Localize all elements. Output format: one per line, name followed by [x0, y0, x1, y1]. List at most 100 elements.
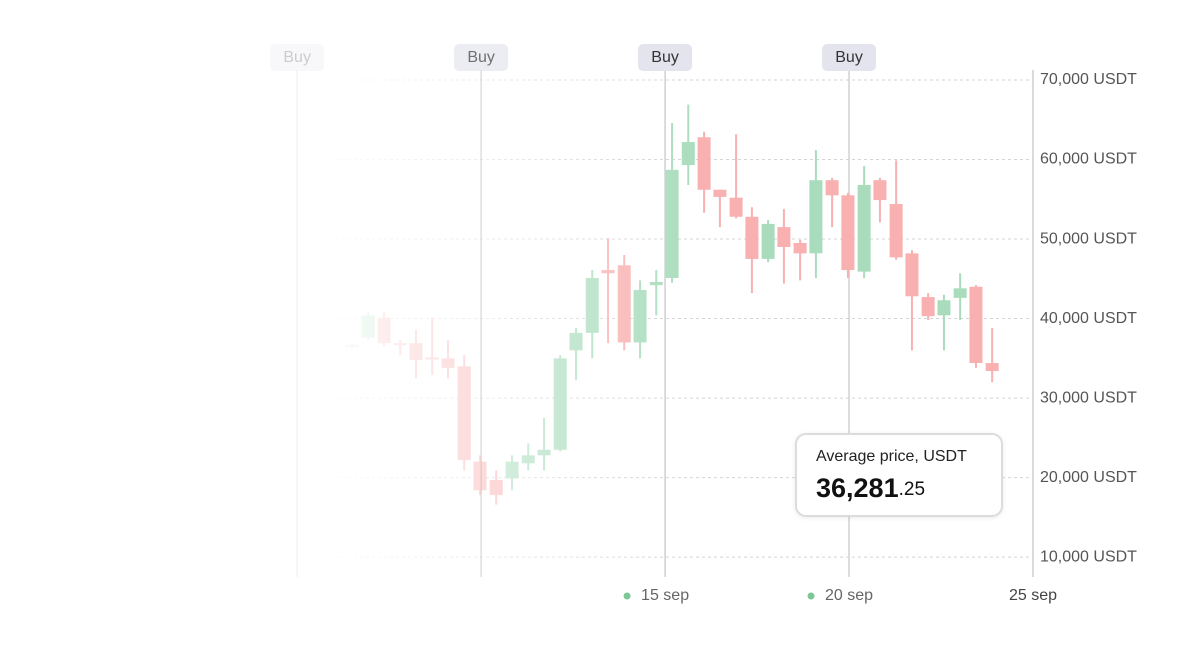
buy-dot: [623, 592, 631, 600]
candle: [937, 294, 951, 351]
candle: [649, 270, 663, 316]
candle-body: [409, 343, 423, 360]
average-price-card: Average price, USDT 36,281.25: [795, 433, 1003, 517]
candle-body: [537, 449, 551, 456]
candle: [393, 340, 407, 356]
x-tick: 25 sep: [1009, 587, 1057, 604]
buy-marker: Buy: [270, 44, 325, 71]
buy-badge: [454, 44, 509, 71]
y-tick-label: 50,000 USDT: [1040, 230, 1137, 247]
candle: [841, 192, 855, 279]
x-tick-label: 25 sep: [1009, 587, 1057, 604]
candle-body: [681, 142, 695, 166]
candle: [809, 149, 823, 279]
value-integer: 36,281: [816, 473, 899, 503]
candle: [761, 219, 775, 263]
candle-body: [937, 300, 951, 316]
candle-body: [889, 204, 903, 258]
y-tick-label: 60,000 USDT: [1040, 151, 1137, 168]
candle-body: [873, 180, 887, 201]
candle-body: [905, 253, 919, 297]
candle: [361, 312, 375, 341]
y-tick-label: 40,000 USDT: [1040, 310, 1137, 327]
candle-body: [825, 180, 839, 196]
candle: [777, 208, 791, 284]
candle-body: [745, 216, 759, 259]
candle: [409, 329, 423, 379]
candle-body: [361, 315, 375, 338]
candle-body: [921, 297, 935, 317]
buy-label: Buy: [467, 49, 495, 66]
candle: [425, 317, 439, 376]
buy-label: Buy: [283, 49, 311, 66]
card-label: Average price, USDT: [816, 448, 967, 465]
candle: [553, 355, 567, 452]
buy-marker: Buy: [638, 44, 693, 71]
candle-body: [505, 461, 519, 479]
candle: [601, 238, 615, 344]
candle: [585, 270, 599, 359]
buy-dot: [807, 592, 815, 600]
candle: [665, 122, 679, 283]
candle-body: [585, 278, 599, 333]
candle: [985, 328, 999, 383]
candle: [569, 328, 583, 380]
candle-body: [793, 243, 807, 254]
candle-body: [425, 357, 439, 360]
candle: [969, 285, 983, 368]
buy-badge: [638, 44, 693, 71]
candle-body: [377, 317, 391, 344]
candle: [633, 280, 647, 359]
y-tick-label: 70,000 USDT: [1040, 71, 1137, 88]
candle: [889, 160, 903, 260]
candle: [825, 177, 839, 228]
candle: [457, 355, 471, 471]
candle: [505, 455, 519, 491]
candle-body: [969, 286, 983, 364]
candle: [473, 455, 487, 496]
buy-marker: Buy: [822, 44, 877, 71]
candle: [617, 254, 631, 351]
candle: [793, 239, 807, 281]
candle-body: [665, 169, 679, 279]
candle-body: [601, 270, 615, 274]
candle-body: [345, 344, 359, 347]
candle: [857, 165, 871, 279]
candle-body: [553, 358, 567, 450]
candle-body: [393, 343, 407, 346]
x-tick: 15 sep: [623, 587, 689, 604]
candle: [745, 207, 759, 294]
candle-body: [489, 479, 503, 496]
candle-body: [569, 332, 583, 351]
candle: [873, 177, 887, 223]
candle-body: [521, 455, 535, 464]
candle-body: [729, 197, 743, 217]
candle: [537, 417, 551, 471]
y-tick-label: 30,000 USDT: [1040, 389, 1137, 406]
candle: [697, 131, 711, 213]
candle: [681, 104, 695, 185]
y-tick-label: 10,000 USDT: [1040, 548, 1137, 565]
buy-marker: Buy: [454, 44, 509, 71]
candle: [377, 312, 391, 347]
buy-label: Buy: [651, 49, 679, 66]
x-tick-label: 20 sep: [825, 587, 873, 604]
candle: [729, 134, 743, 219]
candle-body: [777, 227, 791, 247]
candle-body: [617, 265, 631, 343]
plot-area: [150, 79, 1033, 558]
candle: [713, 189, 727, 228]
buy-badge: [270, 44, 325, 71]
candle-body: [953, 288, 967, 298]
card-value: 36,281.25: [816, 473, 925, 503]
candle-body: [441, 358, 455, 368]
x-tick-label: 15 sep: [641, 587, 689, 604]
candle: [441, 340, 455, 379]
candle: [905, 250, 919, 351]
buy-label: Buy: [835, 49, 863, 66]
candle-body: [457, 366, 471, 461]
candle: [345, 343, 359, 348]
candle-body: [697, 137, 711, 190]
axes: 10,000 USDT 20,000 USDT 30,000 USDT 40,000 …: [270, 44, 1137, 604]
